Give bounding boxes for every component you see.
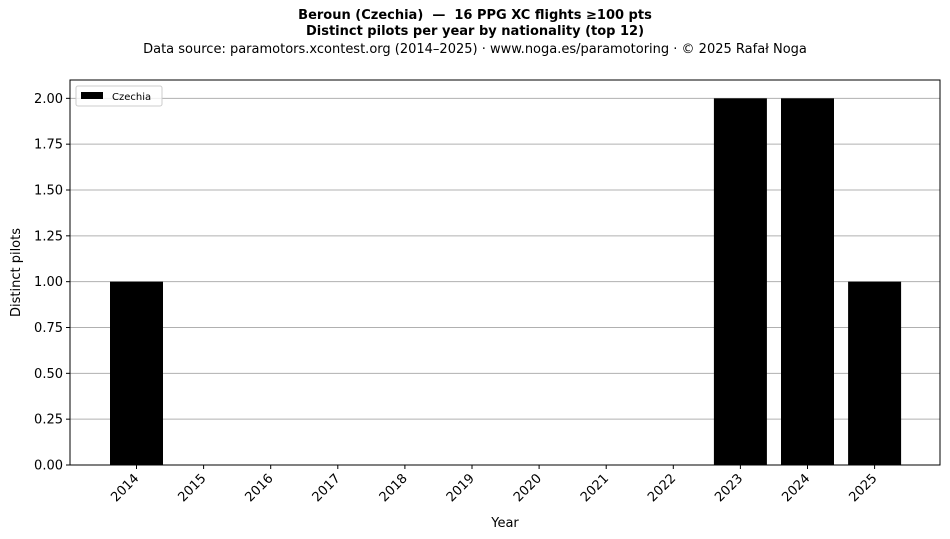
plot-frame [69,79,941,466]
y-tick-label: 1.75 [34,138,63,153]
bars [110,98,902,465]
x-tick-label: 2019 [444,471,478,505]
y-tick-label: 0.50 [34,367,63,382]
y-axis-ticks: 0.00 0.25 0.50 0.75 1.00 1.25 1.50 1.75 2.00 [34,92,70,474]
y-tick-label: 0.00 [34,459,63,474]
y-axis-label: Distinct pilots [9,228,24,317]
y-tick-label: 1.25 [34,229,63,244]
x-tick-label: 2023 [712,471,746,505]
x-tick-label: 2024 [779,471,813,505]
x-tick-label: 2017 [310,471,344,505]
x-axis-label: Year [490,516,519,531]
x-tick-label: 2015 [175,471,209,505]
x-axis-ticks: 2014 2015 2016 2017 2018 2019 2020 2021 2022 2023… [108,465,880,505]
x-tick-label: 2021 [578,471,612,505]
legend-swatch [81,92,103,99]
axes [69,79,941,466]
x-tick-label: 2022 [645,471,679,505]
chart-title: Beroun (Czechia) — 16 PPG XC flights ≥10… [298,8,652,23]
data-source-note: Data source: paramotors.xcontest.org (20… [143,42,807,57]
legend-label: Czechia [112,92,151,103]
legend: Czechia [75,85,163,107]
x-tick-label: 2018 [377,471,411,505]
legend-box [75,85,163,107]
y-tick-label: 1.00 [34,275,63,290]
x-tick-label: 2014 [108,471,142,505]
bar-2023 [713,98,767,465]
chart-subtitle: Distinct pilots per year by nationality … [305,24,645,39]
y-tick-label: 0.75 [34,321,63,336]
y-tick-label: 1.50 [34,184,63,199]
y-tick-label: 0.25 [34,413,63,428]
bar-2014 [110,281,163,465]
chart-title-block: Beroun (Czechia) — 16 PPG XC flights ≥10… [0,8,950,58]
bar-2025 [848,281,902,465]
x-tick-label: 2025 [846,471,880,505]
x-tick-label: 2016 [243,471,277,505]
x-tick-label: 2020 [511,471,545,505]
bar-2024 [781,98,834,465]
y-tick-label: 2.00 [34,92,63,107]
